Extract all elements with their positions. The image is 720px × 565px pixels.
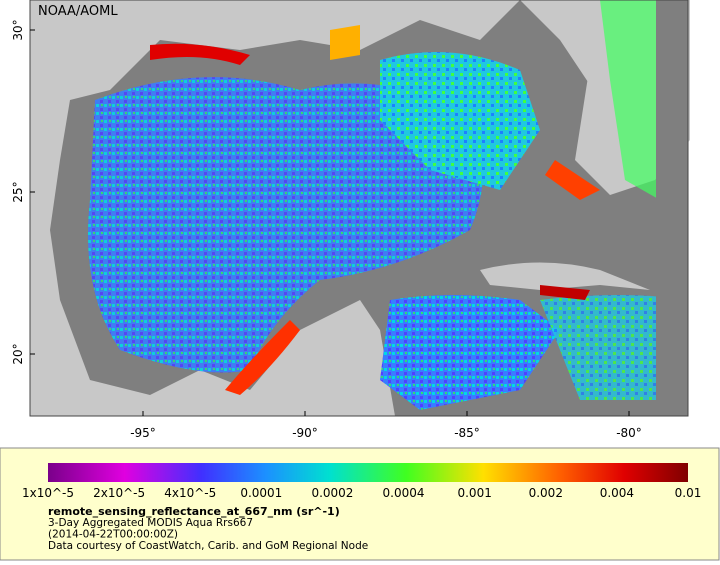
map-area: 30° 25° 20° NOAA/AOML xyxy=(11,0,690,417)
attribution: NOAA/AOML xyxy=(38,4,118,19)
colorbar-label: 0.01 xyxy=(675,486,702,500)
legend-line: (2014-04-22T00:00:00Z) xyxy=(48,529,178,541)
colorbar-labels: 1x10^-5 2x10^-5 4x10^-5 0.0001 0.0002 0.0004 0… xyxy=(22,486,701,500)
lon-label: -95° xyxy=(130,426,156,440)
colorbar-label: 0.001 xyxy=(457,486,491,500)
colorbar-label: 2x10^-5 xyxy=(93,486,145,500)
lat-labels: 30° 25° 20° xyxy=(11,19,35,365)
lon-label: -90° xyxy=(292,426,318,440)
colorbar-label: 0.0001 xyxy=(240,486,282,500)
colorbar-label: 0.004 xyxy=(600,486,634,500)
colorbar-label: 4x10^-5 xyxy=(164,486,216,500)
legend-title: remote_sensing_reflectance_at_667_nm (sr… xyxy=(48,505,340,518)
colorbar-label: 0.0004 xyxy=(383,486,425,500)
lat-label: 20° xyxy=(11,343,25,364)
lon-label: -80° xyxy=(616,426,642,440)
legend-line: 3-Day Aggregated MODIS Aqua Rrs667 xyxy=(48,517,253,529)
colorbar-label: 0.002 xyxy=(529,486,563,500)
colorbar xyxy=(48,463,688,482)
colorbar-label: 0.0002 xyxy=(311,486,353,500)
legend-lines: 3-Day Aggregated MODIS Aqua Rrs667(2014-… xyxy=(48,517,368,552)
colorbar-label: 1x10^-5 xyxy=(22,486,74,500)
lat-label: 25° xyxy=(11,181,25,202)
legend-line: Data courtesy of CoastWatch, Carib. and … xyxy=(48,540,368,552)
lat-label: 30° xyxy=(11,19,25,40)
lon-labels: -95° -90° -85° -80° xyxy=(130,411,642,440)
lon-label: -85° xyxy=(454,426,480,440)
